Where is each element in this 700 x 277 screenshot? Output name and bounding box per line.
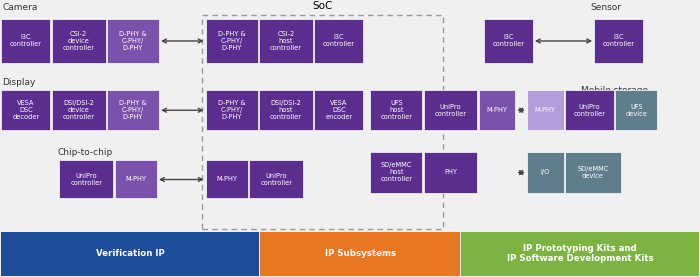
FancyBboxPatch shape — [259, 19, 313, 63]
FancyBboxPatch shape — [594, 19, 643, 63]
Text: D-PHY &
C-PHY/
D-PHY: D-PHY & C-PHY/ D-PHY — [119, 31, 147, 51]
Text: DSI/DSI-2
device
controller: DSI/DSI-2 device controller — [63, 100, 94, 120]
Text: M-PHY: M-PHY — [486, 107, 507, 113]
Text: Verification IP: Verification IP — [96, 249, 164, 258]
Text: IP Prototyping Kits and
IP Software Development Kits: IP Prototyping Kits and IP Software Deve… — [507, 244, 653, 263]
Text: SoC: SoC — [312, 1, 332, 11]
FancyBboxPatch shape — [527, 90, 564, 130]
Text: UniPro
controller: UniPro controller — [435, 104, 466, 117]
Text: I/O: I/O — [540, 170, 550, 175]
Text: PHY: PHY — [444, 170, 457, 175]
FancyBboxPatch shape — [206, 160, 248, 198]
FancyBboxPatch shape — [565, 152, 621, 193]
FancyBboxPatch shape — [52, 90, 106, 130]
Text: CSI-2
device
controller: CSI-2 device controller — [63, 31, 94, 51]
Text: CSI-2
host
controller: CSI-2 host controller — [270, 31, 302, 51]
Text: UniPro
controller: UniPro controller — [573, 104, 606, 117]
FancyBboxPatch shape — [249, 160, 303, 198]
Text: I3C
controller: I3C controller — [603, 34, 635, 47]
FancyBboxPatch shape — [314, 19, 363, 63]
FancyBboxPatch shape — [479, 90, 515, 130]
FancyBboxPatch shape — [314, 90, 363, 130]
Text: DSI/DSI-2
host
controller: DSI/DSI-2 host controller — [270, 100, 302, 120]
Text: Chip-to-chip: Chip-to-chip — [57, 148, 113, 157]
Text: VESA
DSC
decoder: VESA DSC decoder — [13, 100, 39, 120]
Text: VESA
DSC
encoder: VESA DSC encoder — [326, 100, 352, 120]
Text: Camera: Camera — [2, 4, 38, 12]
Bar — [1, 232, 259, 276]
FancyBboxPatch shape — [370, 90, 422, 130]
FancyBboxPatch shape — [1, 90, 50, 130]
FancyBboxPatch shape — [565, 90, 614, 130]
Text: UFS
host
controller: UFS host controller — [380, 100, 412, 120]
FancyBboxPatch shape — [60, 160, 113, 198]
FancyBboxPatch shape — [527, 152, 564, 193]
FancyBboxPatch shape — [615, 90, 657, 130]
Bar — [461, 232, 699, 276]
Text: Mobile storage: Mobile storage — [581, 86, 648, 95]
Text: UniPro
controller: UniPro controller — [71, 173, 102, 186]
Text: UniPro
controller: UniPro controller — [260, 173, 292, 186]
Text: Display: Display — [2, 78, 36, 87]
Text: SD/eMMC
host
controller: SD/eMMC host controller — [380, 162, 412, 183]
Bar — [202, 15, 443, 229]
Text: M-PHY: M-PHY — [535, 107, 556, 113]
FancyBboxPatch shape — [1, 19, 50, 63]
Text: D-PHY &
C-PHY/
D-PHY: D-PHY & C-PHY/ D-PHY — [218, 31, 246, 51]
Text: SD/eMMC
device: SD/eMMC device — [578, 166, 608, 179]
Text: Sensor: Sensor — [590, 4, 621, 12]
FancyBboxPatch shape — [424, 152, 477, 193]
Text: UFS
device: UFS device — [625, 104, 648, 117]
Text: M-PHY: M-PHY — [125, 176, 146, 182]
FancyBboxPatch shape — [206, 19, 258, 63]
Text: IP Subsystems: IP Subsystems — [325, 249, 395, 258]
FancyBboxPatch shape — [107, 19, 159, 63]
Text: M-PHY: M-PHY — [216, 176, 237, 182]
Text: I3C
controller: I3C controller — [492, 34, 524, 47]
Text: I3C
controller: I3C controller — [323, 34, 355, 47]
Text: D-PHY &
C-PHY/
D-PHY: D-PHY & C-PHY/ D-PHY — [218, 100, 246, 120]
FancyBboxPatch shape — [424, 90, 477, 130]
FancyBboxPatch shape — [115, 160, 157, 198]
FancyBboxPatch shape — [484, 19, 533, 63]
FancyBboxPatch shape — [206, 90, 258, 130]
FancyBboxPatch shape — [107, 90, 159, 130]
FancyBboxPatch shape — [52, 19, 106, 63]
Text: D-PHY &
C-PHY/
D-PHY: D-PHY & C-PHY/ D-PHY — [119, 100, 147, 120]
FancyBboxPatch shape — [370, 152, 422, 193]
FancyBboxPatch shape — [259, 90, 313, 130]
Bar — [260, 232, 460, 276]
Text: I3C
controller: I3C controller — [10, 34, 42, 47]
